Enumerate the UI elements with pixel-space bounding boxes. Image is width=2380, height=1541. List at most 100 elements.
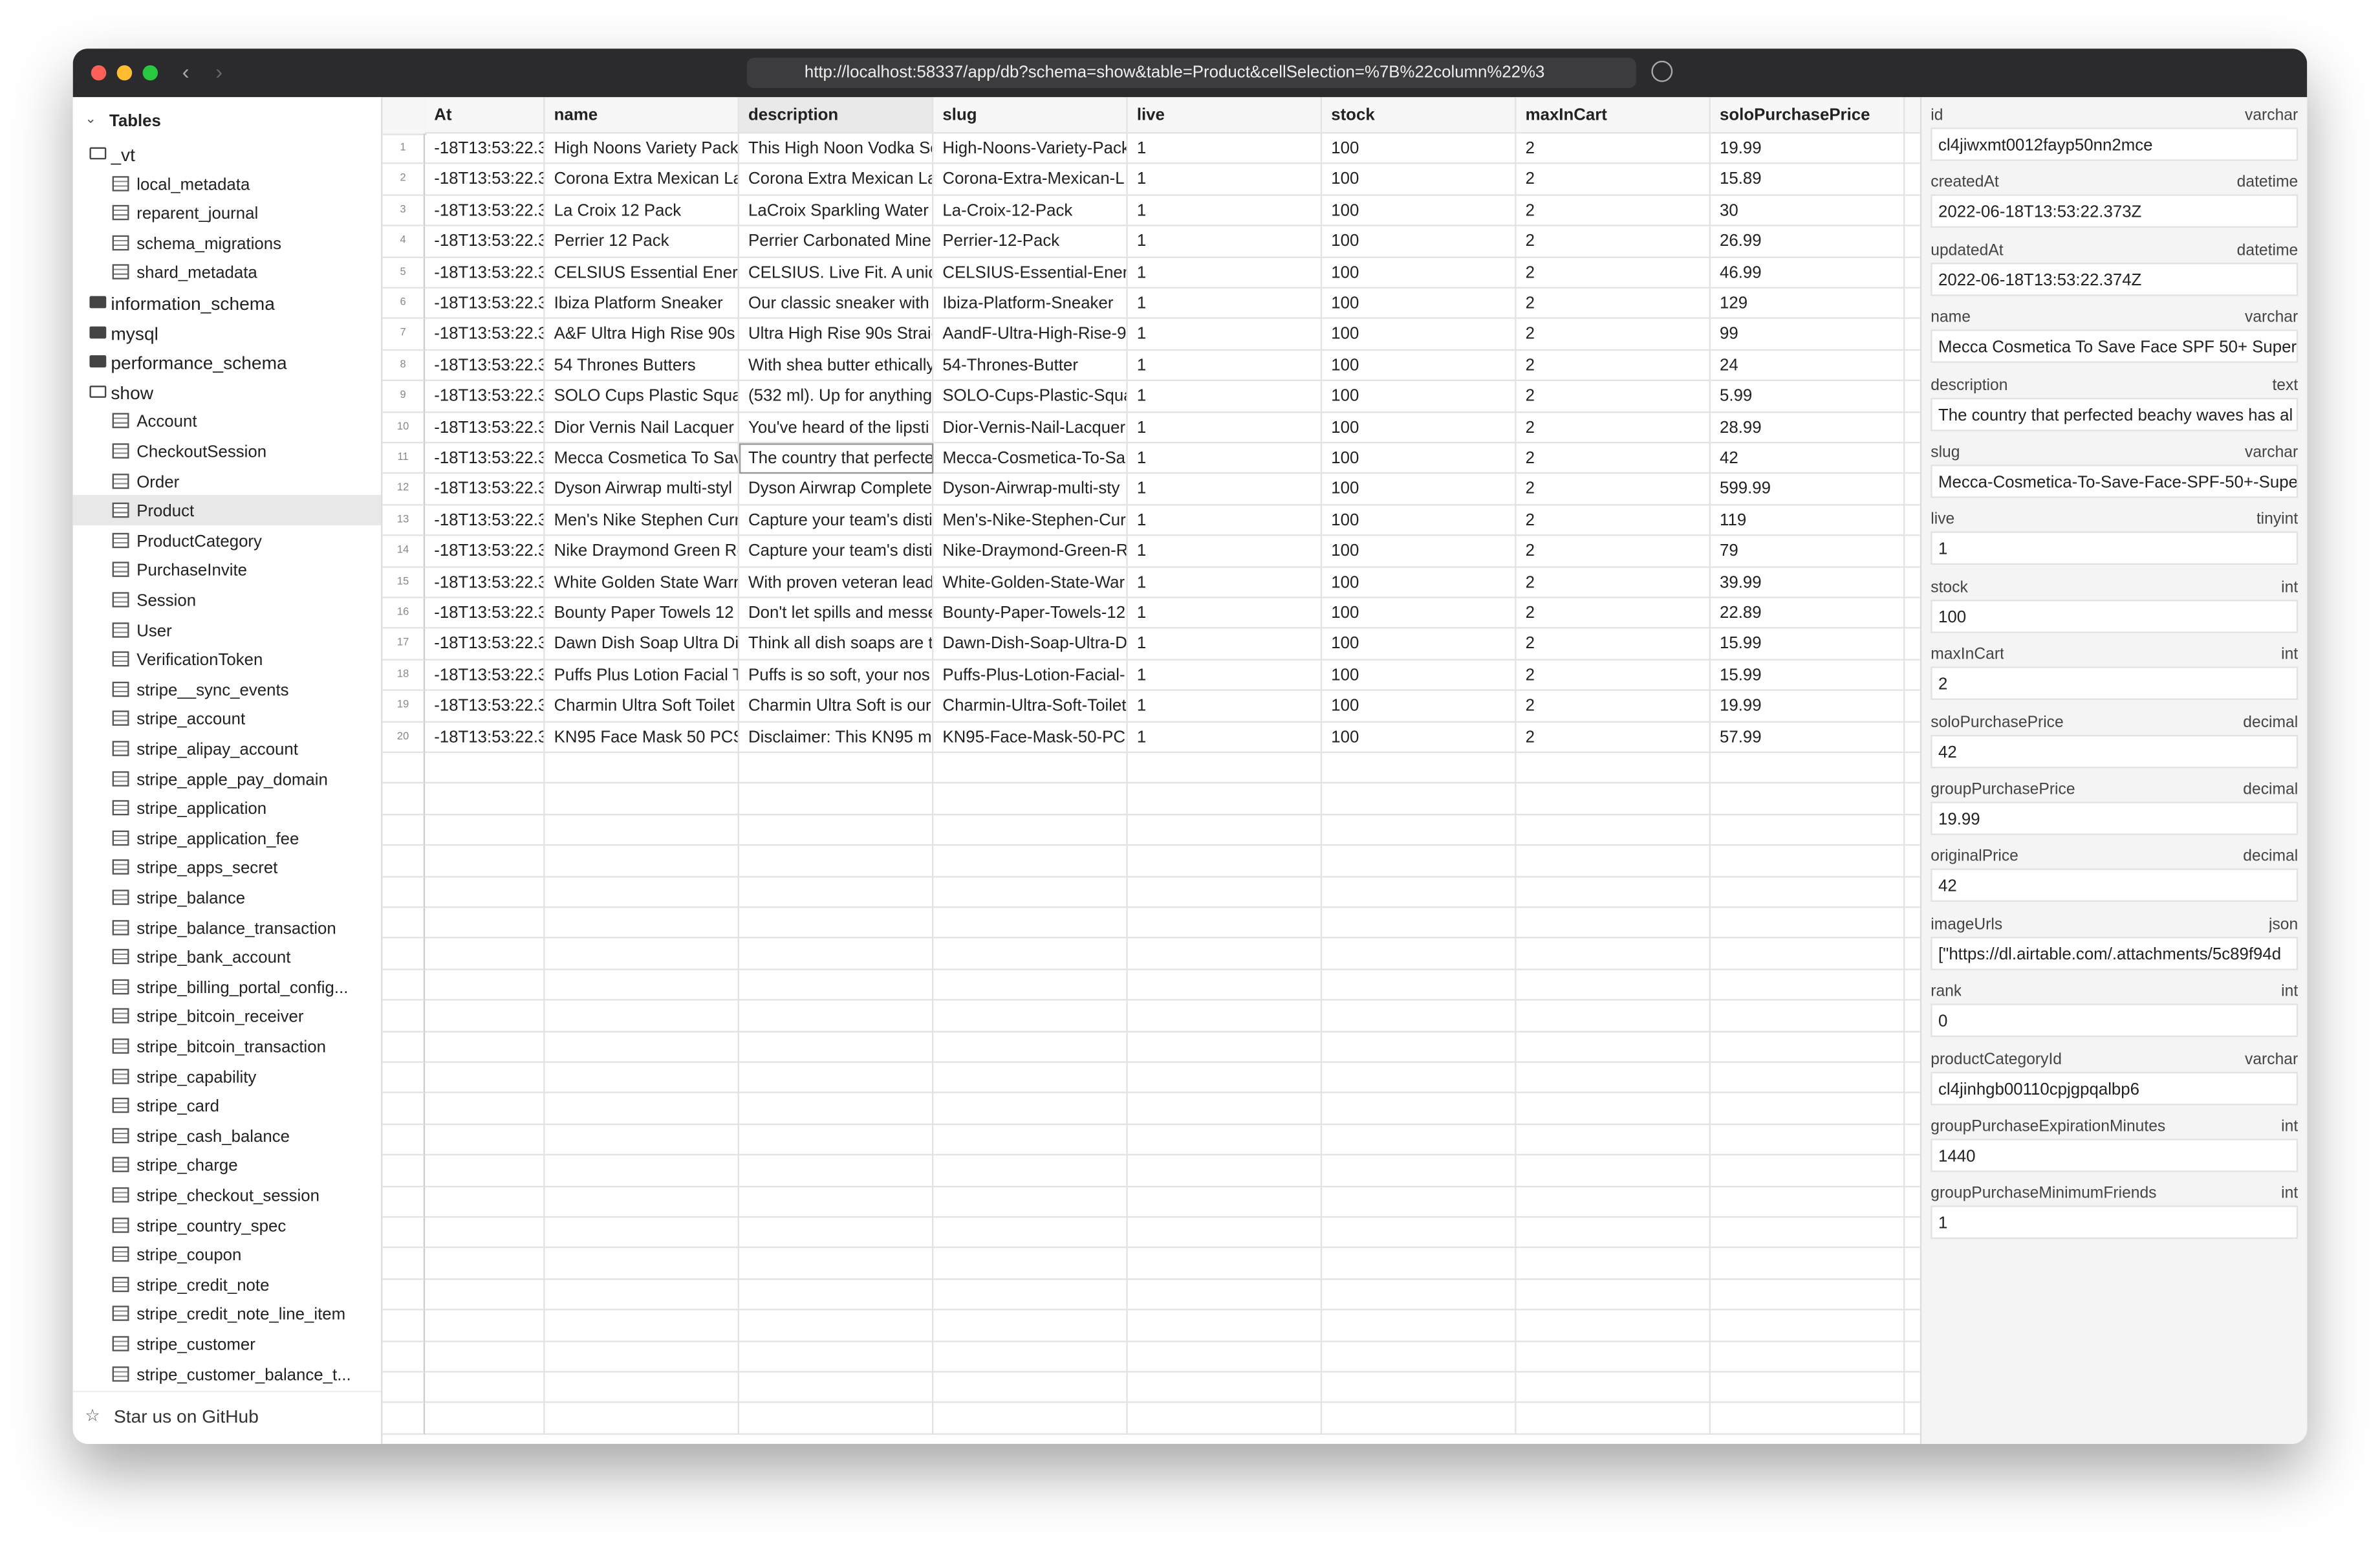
- table-cell[interactable]: White-Golden-State-War: [933, 567, 1128, 598]
- table-cell[interactable]: -18T13:53:22.37: [425, 133, 545, 165]
- table-cell[interactable]: 100: [1322, 195, 1517, 227]
- field-input[interactable]: cl4jinhgb00110cpjgpqalbp6: [1931, 1071, 2299, 1105]
- table-cell[interactable]: Puffs is so soft, your nos: [739, 660, 934, 692]
- table-item[interactable]: stripe_coupon: [136, 1247, 242, 1265]
- column-header[interactable]: slug: [933, 97, 1128, 134]
- field-input[interactable]: 2022-06-18T13:53:22.373Z: [1931, 195, 2299, 228]
- table-cell[interactable]: 2: [1516, 567, 1711, 598]
- forward-button[interactable]: ›: [215, 59, 223, 84]
- star-icon[interactable]: ☆: [85, 1407, 100, 1426]
- table-cell[interactable]: Ibiza-Platform-Sneaker: [933, 288, 1128, 320]
- table-cell[interactable]: 1: [1127, 505, 1323, 536]
- table-cell[interactable]: 79: [1710, 536, 1905, 567]
- table-cell[interactable]: -18T13:53:22.37: [425, 722, 545, 754]
- table-cell[interactable]: -18T13:53:22.37: [425, 505, 545, 536]
- table-cell[interactable]: 2: [1516, 691, 1711, 723]
- table-cell[interactable]: 1: [1127, 722, 1323, 754]
- table-cell[interactable]: 1: [1127, 629, 1323, 661]
- table-item[interactable]: stripe_account: [136, 711, 246, 730]
- column-header[interactable]: name: [545, 97, 739, 134]
- table-cell[interactable]: Corona-Extra-Mexican-L: [933, 164, 1128, 196]
- table-cell[interactable]: 15.99: [1710, 660, 1905, 692]
- download-button[interactable]: [1651, 60, 1673, 82]
- table-cell[interactable]: Perrier Carbonated Miner: [739, 226, 934, 257]
- table-item[interactable]: stripe_balance_transaction: [136, 919, 336, 938]
- table-cell[interactable]: 1: [1127, 226, 1323, 257]
- table-cell[interactable]: 2: [1516, 474, 1711, 506]
- table-cell[interactable]: 2: [1516, 195, 1711, 227]
- table-cell[interactable]: 1: [1127, 288, 1323, 320]
- schema-item[interactable]: mysql: [111, 322, 158, 344]
- table-item[interactable]: stripe_bank_account: [136, 949, 291, 968]
- table-cell[interactable]: Think all dish soaps are th: [739, 629, 934, 661]
- table-cell[interactable]: -18T13:53:22.37: [425, 598, 545, 629]
- table-cell[interactable]: -18T13:53:22.37: [425, 319, 545, 351]
- table-cell[interactable]: 100: [1322, 164, 1517, 196]
- table-cell[interactable]: 2: [1516, 257, 1711, 289]
- table-item[interactable]: stripe_checkout_session: [136, 1187, 319, 1206]
- field-input[interactable]: 19.99: [1931, 802, 2299, 835]
- table-cell[interactable]: 2: [1516, 598, 1711, 629]
- table-cell[interactable]: 2: [1516, 629, 1711, 661]
- table-cell[interactable]: Mecca Cosmetica To Sav: [545, 443, 739, 475]
- table-cell[interactable]: -18T13:53:22.37: [425, 226, 545, 257]
- table-cell[interactable]: 100: [1322, 257, 1517, 289]
- table-cell[interactable]: CELSIUS. Live Fit. A uniq: [739, 257, 934, 289]
- table-cell[interactable]: Nike-Draymond-Green-R: [933, 536, 1128, 567]
- row-number[interactable]: 2: [382, 164, 426, 196]
- column-header[interactable]: stock: [1322, 97, 1517, 134]
- field-input[interactable]: 42: [1931, 869, 2299, 902]
- schema-item[interactable]: performance_schema: [111, 352, 287, 374]
- table-cell[interactable]: Charmin-Ultra-Soft-Toilet: [933, 691, 1128, 723]
- table-cell[interactable]: 54-Thrones-Butter: [933, 350, 1128, 382]
- table-cell[interactable]: 57.99: [1710, 722, 1905, 754]
- table-cell[interactable]: 2: [1516, 226, 1711, 257]
- table-cell[interactable]: White Golden State Warri: [545, 567, 739, 598]
- table-cell[interactable]: 129: [1710, 288, 1905, 320]
- table-item[interactable]: stripe_customer: [136, 1336, 255, 1355]
- table-cell[interactable]: With shea butter ethically: [739, 350, 934, 382]
- field-input[interactable]: 100: [1931, 599, 2299, 633]
- table-cell[interactable]: 119: [1710, 505, 1905, 536]
- field-input[interactable]: 2: [1931, 666, 2299, 701]
- table-cell[interactable]: 2: [1516, 164, 1711, 196]
- table-item[interactable]: Product: [136, 503, 195, 521]
- table-cell[interactable]: 2: [1516, 536, 1711, 567]
- table-cell[interactable]: Dior-Vernis-Nail-Lacquer: [933, 412, 1128, 444]
- table-item[interactable]: Account: [136, 413, 197, 432]
- field-input[interactable]: The country that perfected beachy waves …: [1931, 397, 2299, 431]
- table-item[interactable]: stripe_balance: [136, 890, 246, 908]
- table-cell[interactable]: SOLO Cups Plastic Squar: [545, 381, 739, 413]
- table-cell[interactable]: 26.99: [1710, 226, 1905, 257]
- table-cell[interactable]: Bounty-Paper-Towels-12: [933, 598, 1128, 629]
- table-item[interactable]: reparent_journal: [136, 205, 259, 224]
- table-cell[interactable]: Nike Draymond Green Ro: [545, 536, 739, 567]
- table-item[interactable]: stripe_card: [136, 1098, 219, 1117]
- table-item[interactable]: stripe_capability: [136, 1068, 257, 1087]
- row-number[interactable]: 10: [382, 412, 426, 444]
- table-cell[interactable]: LaCroix Sparkling Water i: [739, 195, 934, 227]
- address-bar[interactable]: http://localhost:58337/app/db?schema=sho…: [746, 58, 1636, 89]
- github-link[interactable]: Star us on GitHub: [114, 1406, 259, 1428]
- row-number[interactable]: 19: [382, 691, 426, 723]
- table-cell[interactable]: 2: [1516, 412, 1711, 444]
- table-cell[interactable]: 100: [1322, 319, 1517, 351]
- table-item[interactable]: Session: [136, 592, 197, 611]
- table-item[interactable]: stripe_bitcoin_transaction: [136, 1038, 326, 1057]
- field-input[interactable]: 42: [1931, 734, 2299, 768]
- table-cell[interactable]: 100: [1322, 412, 1517, 444]
- minimize-button[interactable]: [116, 65, 133, 81]
- table-cell[interactable]: CELSIUS Essential Energ: [545, 257, 739, 289]
- table-item[interactable]: stripe_apple_pay_domain: [136, 770, 328, 789]
- table-cell[interactable]: 1: [1127, 319, 1323, 351]
- table-cell[interactable]: 1: [1127, 474, 1323, 506]
- table-item[interactable]: schema_migrations: [136, 235, 282, 254]
- table-item[interactable]: CheckoutSession: [136, 443, 267, 462]
- table-cell[interactable]: 42: [1710, 443, 1905, 475]
- table-cell[interactable]: Puffs-Plus-Lotion-Facial-: [933, 660, 1128, 692]
- table-cell[interactable]: (532 ml). Up for anything: [739, 381, 934, 413]
- row-number[interactable]: 3: [382, 195, 426, 227]
- table-cell[interactable]: Dyson Airwrap multi-styl: [545, 474, 739, 506]
- row-number[interactable]: 16: [382, 598, 426, 629]
- table-cell[interactable]: Bounty Paper Towels 12 I: [545, 598, 739, 629]
